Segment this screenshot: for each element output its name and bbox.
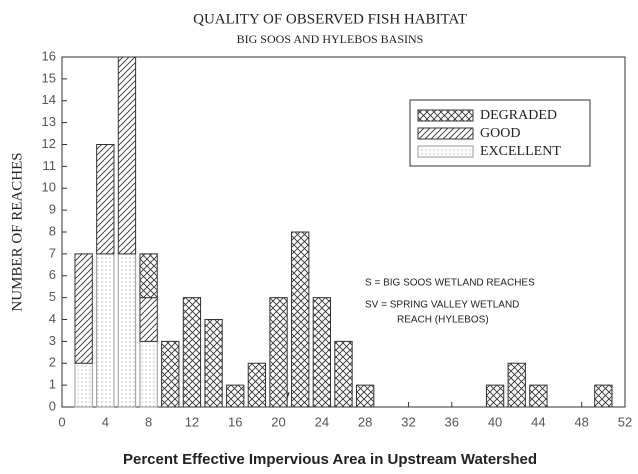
bar-segment (117, 253, 137, 408)
bar-segment (117, 56, 137, 255)
x-tick-label: 8 (145, 414, 152, 429)
y-tick-label: 9 (49, 202, 56, 217)
x-tick-label: 44 (531, 414, 545, 429)
x-tick-label: 52 (618, 414, 632, 429)
bar-segment (594, 384, 613, 408)
bar-segment (74, 253, 93, 364)
bar-segment (74, 362, 93, 408)
legend-label: EXCELLENT (480, 144, 561, 159)
bar-segment (139, 297, 158, 342)
chart-subtitle: BIG SOOS AND HYLEBOS BASINS (237, 32, 424, 46)
y-tick-label: 2 (49, 355, 56, 370)
y-tick-label: 13 (42, 114, 56, 129)
bar-segment (96, 253, 115, 408)
chart-title: QUALITY OF OBSERVED FISH HABITAT (193, 11, 467, 27)
annotation: S = BIG SOOS WETLAND REACHES (365, 278, 535, 289)
y-axis-label: NUMBER OF REACHES (9, 152, 25, 311)
legend-swatch (417, 145, 474, 158)
y-tick-label: 1 (49, 377, 56, 392)
y-tick-label: 16 (42, 48, 56, 63)
y-tick-label: 15 (42, 70, 56, 85)
bar-segment (485, 384, 505, 408)
x-tick-label: 28 (358, 414, 372, 429)
bar-segment (291, 231, 310, 408)
y-tick-label: 5 (49, 289, 56, 304)
legend-label: GOOD (480, 126, 520, 141)
y-tick-label: 7 (49, 245, 56, 260)
x-tick-label: 48 (574, 414, 588, 429)
y-tick-label: 12 (42, 136, 56, 151)
y-tick-label: 8 (49, 223, 56, 238)
bar-segment (96, 144, 115, 255)
x-tick-label: 16 (228, 414, 242, 429)
y-tick-label: 14 (42, 92, 56, 107)
bar-segment (312, 297, 332, 408)
x-tick-label: 40 (488, 414, 502, 429)
legend-swatch (417, 127, 474, 140)
bar-segment (226, 384, 245, 408)
annotation: REACH (HYLEBOS) (397, 315, 489, 326)
y-tick-label: 4 (49, 311, 56, 326)
y-tick-label: 11 (43, 158, 57, 173)
x-tick-label: 4 (102, 414, 109, 429)
bar-segment (334, 340, 353, 408)
x-tick-label: 24 (315, 414, 329, 429)
y-tick-label: 6 (49, 267, 56, 282)
bar-segment (139, 340, 158, 408)
annotation: SV = SPRING VALLEY WETLAND (365, 300, 519, 311)
bar-segment (182, 297, 202, 408)
legend-swatch (417, 109, 474, 122)
x-tick-label: 12 (185, 414, 199, 429)
x-tick-label: 36 (445, 414, 459, 429)
bar-segment (204, 319, 223, 408)
y-tick-label: 10 (42, 180, 56, 195)
x-tick-label: 0 (58, 414, 65, 429)
legend-label: DEGRADED (480, 108, 557, 123)
x-axis-label: Percent Effective Impervious Area in Ups… (123, 451, 537, 468)
bar-segment (139, 253, 158, 299)
x-tick-label: 20 (271, 414, 285, 429)
bar-segment (529, 384, 548, 408)
bar-segment (269, 297, 288, 408)
bar-segment (355, 384, 375, 408)
y-tick-label: 3 (49, 333, 56, 348)
bar-segment (161, 340, 180, 408)
x-tick-label: 32 (401, 414, 415, 429)
bar-segment (247, 362, 267, 408)
y-tick-label: 0 (49, 398, 56, 413)
bar-segment (507, 362, 526, 408)
